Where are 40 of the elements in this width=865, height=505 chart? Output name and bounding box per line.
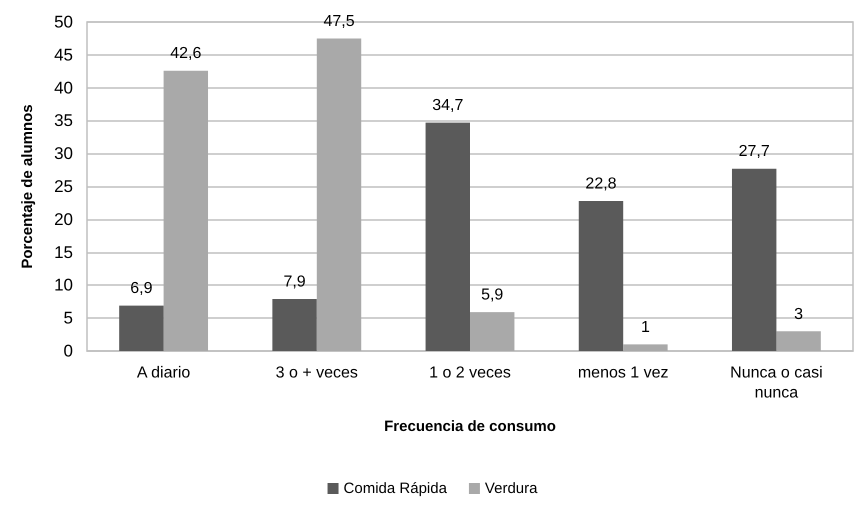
y-tick-label: 0 (64, 342, 73, 360)
y-tick-label: 40 (54, 78, 73, 98)
data-label: 1 (640, 318, 650, 336)
y-tick-label: 10 (54, 276, 73, 295)
data-label: 27,7 (738, 143, 770, 160)
y-tick-label: 20 (54, 210, 73, 229)
y-tick-label: 50 (54, 12, 73, 32)
x-tick-label: menos 1 vez (578, 364, 669, 382)
data-label: 6,9 (130, 280, 153, 298)
x-tick-label: A diario (136, 364, 190, 382)
bar (776, 331, 821, 351)
x-tick-label: Nunca o casi nunca (730, 364, 823, 402)
bar (316, 38, 362, 351)
y-tick-label: 5 (64, 308, 73, 328)
bar (578, 200, 624, 351)
bar (272, 299, 317, 351)
data-label: 22,8 (585, 175, 617, 192)
data-label: 5,9 (481, 286, 504, 304)
bar (732, 168, 776, 351)
legend-label: Verdura (484, 480, 538, 497)
data-label: 47,5 (323, 12, 355, 30)
y-tick-label: 25 (54, 177, 73, 196)
y-axis-title: Porcentaje de alumnos (19, 104, 36, 269)
x-axis-title: Frecuencia de consumo (384, 418, 556, 435)
bar (119, 306, 164, 351)
data-label: 7,9 (283, 274, 306, 291)
y-tick-label: 15 (54, 242, 73, 262)
y-tick-label: 35 (54, 111, 73, 130)
legend-label: Comida Rápida (344, 480, 448, 497)
y-tick-label: 30 (54, 144, 73, 164)
x-tick-label: 1 o 2 veces (429, 364, 511, 382)
bar (164, 70, 208, 351)
y-tick-label: 45 (54, 45, 73, 64)
x-tick-label: 3 o + veces (276, 364, 358, 382)
data-label: 42,6 (170, 45, 202, 62)
data-label: 3 (794, 306, 804, 323)
data-label: 34,7 (432, 97, 464, 114)
bar (426, 122, 470, 351)
bar (470, 312, 514, 351)
bar (623, 344, 668, 351)
